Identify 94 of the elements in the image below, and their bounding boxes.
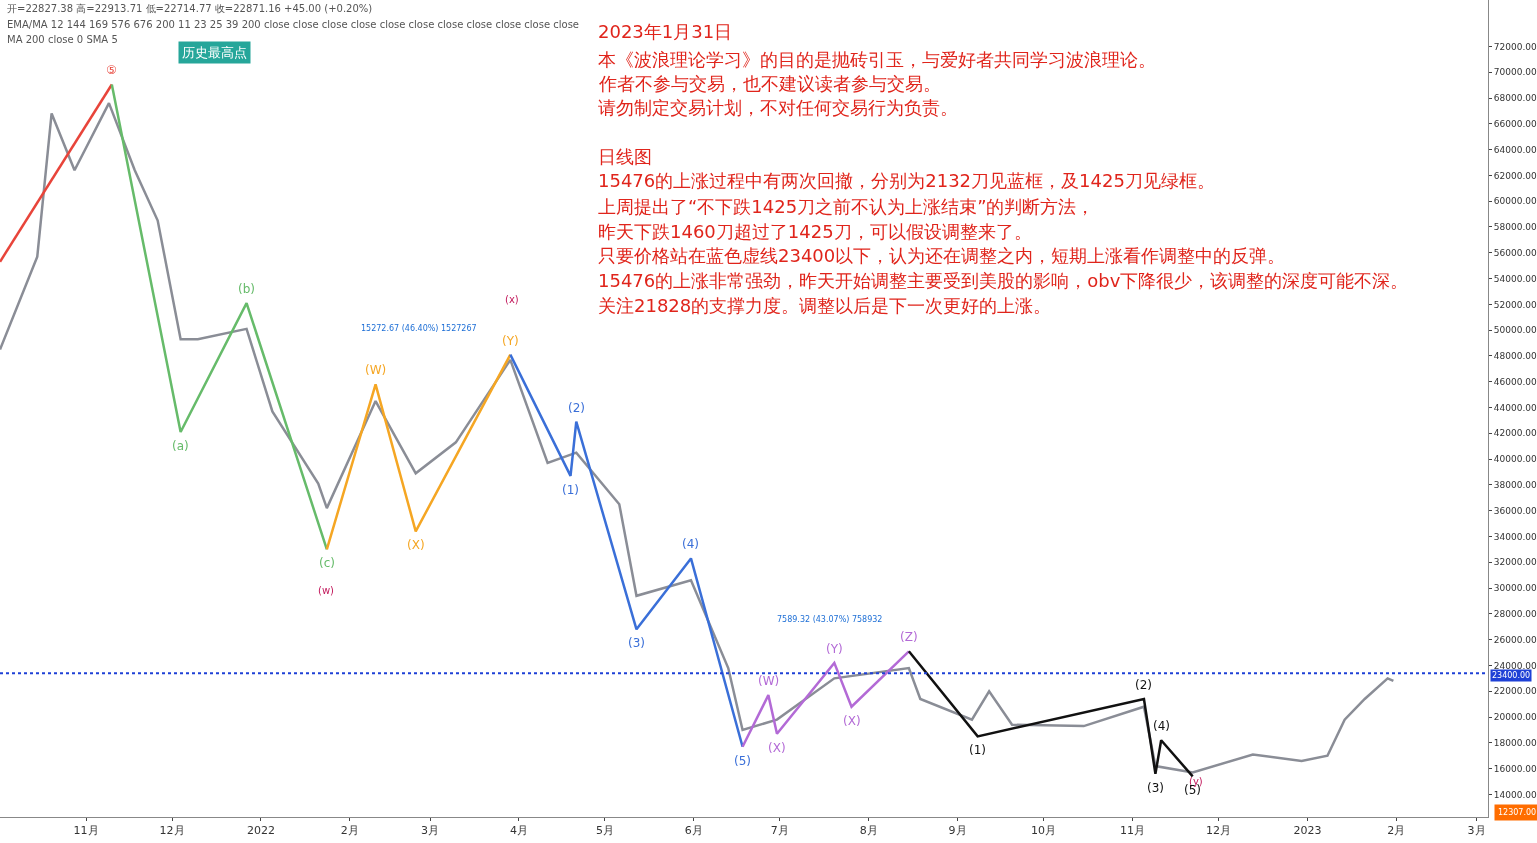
x-tick-label: 11月: [73, 824, 99, 838]
x-tick-label: 2月: [340, 824, 359, 838]
y-tick-label: 28000.00: [1493, 609, 1537, 620]
y-tick-label: 42000.00: [1493, 428, 1537, 439]
y-tick-label: 36000.00: [1493, 505, 1537, 516]
x-tick-label: 3月: [421, 824, 440, 838]
ref-line-label: 23400.00: [1492, 671, 1531, 680]
annotation: MA 200 close 0 SMA 5: [7, 34, 118, 45]
line-series: [0, 101, 1395, 774]
annotation: (X): [407, 538, 425, 552]
x-tick-label: 12月: [159, 824, 185, 838]
annotation: (X): [843, 714, 861, 728]
y-tick-label: 14000.00: [1493, 789, 1537, 800]
y-tick-label: 68000.00: [1493, 93, 1537, 104]
y-tick-label: 38000.00: [1493, 480, 1537, 491]
annotation: (Y): [502, 334, 519, 348]
annotation: 15476的上涨非常强劲，昨天开始调整主要受到美股的影响，obv下降很少，该调整的深度可能不深。: [598, 270, 1409, 291]
y-tick-label: 58000.00: [1493, 222, 1537, 233]
text: 12307.00: [1498, 808, 1537, 817]
annotation: (w): [318, 585, 335, 596]
y-tick-label: 32000.00: [1493, 557, 1537, 568]
annotation: ⑤: [106, 63, 117, 77]
annotation: (5): [734, 754, 751, 768]
annotation: 关注21828的支撑力度。调整以后是下一次更好的上涨。: [598, 295, 1052, 316]
y-tick-label: 34000.00: [1493, 531, 1537, 542]
annotation: (2): [568, 401, 585, 415]
annotation: 作者不参与交易，也不建议读者参与交易。: [598, 73, 941, 94]
annotation: (3): [1147, 781, 1164, 795]
x-tick-label: 9月: [948, 824, 967, 838]
annotation: (1): [969, 743, 986, 757]
line-series: [110, 83, 329, 551]
y-tick-label: 50000.00: [1493, 325, 1537, 336]
annotation: 上周提出了“不下跌1425刀之前不认为上涨结束”的判断方法，: [598, 196, 1095, 217]
annotation: (1): [562, 483, 579, 497]
y-tick-label: 46000.00: [1493, 376, 1537, 387]
x-tick-label: 4月: [509, 824, 528, 838]
annotation: (a): [172, 439, 189, 453]
annotation: (3): [628, 636, 645, 650]
y-tick-label: 64000.00: [1493, 144, 1537, 155]
annotation: (4): [682, 537, 699, 551]
annotation: 本《波浪理论学习》的目的是抛砖引玉，与爱好者共同学习波浪理论。: [598, 49, 1156, 70]
y-tick-label: 16000.00: [1493, 763, 1537, 774]
annotation: 只要价格站在蓝色虚线23400以下，认为还在调整之内，短期上涨看作调整中的反弹。: [598, 245, 1286, 266]
x-tick-label: 6月: [684, 824, 703, 838]
annotation: 15272.67 (46.40%) 1527267: [361, 324, 477, 333]
y-tick-label: 24000.00: [1493, 660, 1537, 671]
annotation: (Z): [900, 630, 918, 644]
annotation: (W): [758, 674, 780, 688]
x-tick-label: 5月: [595, 824, 614, 838]
y-tick-label: 20000.00: [1493, 712, 1537, 723]
annotation: (b): [238, 282, 255, 296]
annotation: EMA/MA 12 144 169 576 676 200 11 23 25 39 200 close close close close close close close close close close close: [7, 19, 580, 30]
annotation: 请勿制定交易计划，不对任何交易行为负责。: [598, 97, 958, 118]
x-tick-label: 3月: [1467, 824, 1486, 838]
y-tick-label: 54000.00: [1493, 273, 1537, 284]
annotation: 开=22827.38 高=22913.71 低=22714.77 收=22871.16 +45.00 (+0.20%): [7, 3, 373, 14]
annotation: (4): [1153, 719, 1170, 733]
y-tick-label: 52000.00: [1493, 299, 1537, 310]
annotation: (2): [1135, 678, 1152, 692]
y-tick-label: 48000.00: [1493, 351, 1537, 362]
y-tick-label: 18000.00: [1493, 737, 1537, 748]
y-tick-label: 62000.00: [1493, 170, 1537, 181]
x-tick-label: 2023: [1293, 824, 1322, 838]
annotation: (Y): [826, 642, 843, 656]
x-tick-label: 2月: [1387, 824, 1406, 838]
annotation: 日线图: [598, 146, 652, 167]
y-tick-label: 56000.00: [1493, 247, 1537, 258]
annotation: 昨天下跌1460刀超过了1425刀，可以假设调整来了。: [598, 221, 1032, 242]
y-tick-label: 66000.00: [1493, 118, 1537, 129]
line-series: [509, 353, 744, 748]
annotation: 7589.32 (43.07%) 758932: [777, 615, 883, 624]
y-tick-label: 72000.00: [1493, 41, 1537, 52]
text: 2023年1月31日: [598, 21, 733, 42]
y-tick-label: 26000.00: [1493, 634, 1537, 645]
annotation: (c): [319, 556, 335, 570]
line-series: [325, 353, 512, 551]
x-tick-label: 12月: [1206, 824, 1231, 838]
annotation: (X): [768, 741, 786, 755]
line-series: [907, 650, 1194, 778]
x-tick-label: 7月: [770, 824, 789, 838]
annotation: (x): [505, 294, 519, 305]
y-tick-label: 40000.00: [1493, 454, 1537, 465]
x-tick-label: 11月: [1119, 824, 1145, 838]
y-tick-label: 22000.00: [1493, 686, 1537, 697]
x-tick-label: 2022: [246, 824, 275, 838]
x-tick-label: 8月: [859, 824, 878, 838]
x-tick-label: 10月: [1031, 824, 1057, 838]
annotation: (W): [365, 363, 387, 377]
annotation: 15476的上涨过程中有两次回撤，分别为2132刀见蓝框，及1425刀见绿框。: [598, 170, 1215, 191]
y-tick-label: 30000.00: [1493, 583, 1537, 594]
y-tick-label: 70000.00: [1493, 67, 1537, 78]
y-tick-label: 44000.00: [1493, 402, 1537, 413]
annotation: 历史最高点: [182, 45, 247, 60]
y-tick-label: 60000.00: [1493, 196, 1537, 207]
